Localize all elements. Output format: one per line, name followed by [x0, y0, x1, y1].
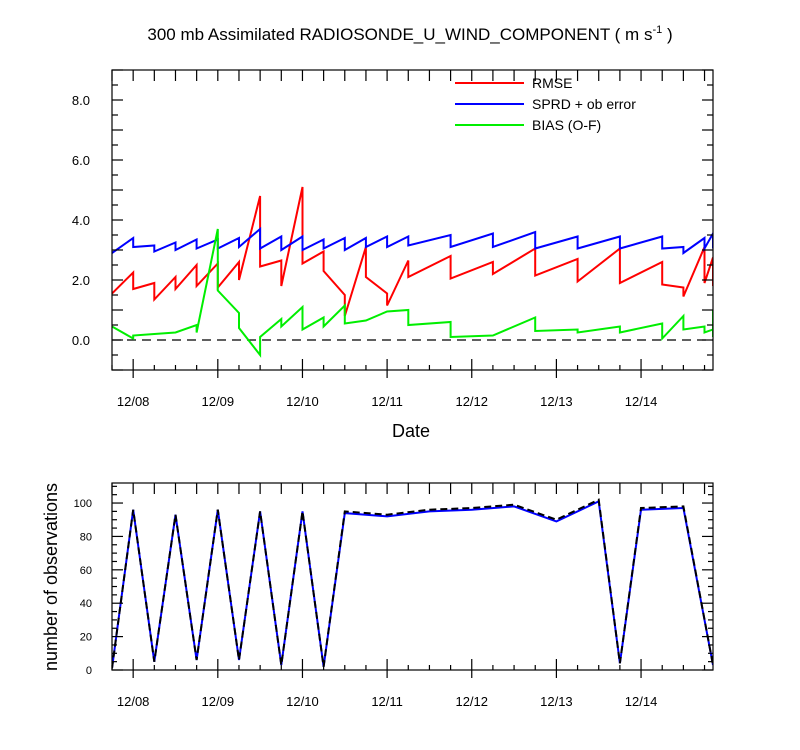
x-tick-label: 12/14 — [625, 394, 658, 409]
y-tick-label: 60 — [80, 565, 92, 577]
observations-line — [112, 499, 713, 669]
bottom-ticks-group: 12/08 12/09 12/10 12/11 12/12 12/13 12/14 0 20 40… — [74, 483, 713, 709]
bottom-series-group — [112, 498, 713, 669]
chart-title-main: 300 mb Assimilated RADIOSONDE_U_WIND_COM… — [147, 25, 652, 44]
y-tick-label: 80 — [80, 531, 92, 543]
y-tick-label: 100 — [74, 498, 92, 510]
y-tick-label: 2.0 — [72, 273, 90, 288]
x-tick-label: 12/13 — [540, 694, 573, 709]
x-tick-label: 12/14 — [625, 694, 658, 709]
bottom-plot-frame — [111, 482, 714, 671]
y-axis-title-observations: number of observations — [41, 483, 61, 671]
y-tick-label: 0.0 — [72, 333, 90, 348]
chart-title-end: ) — [662, 25, 672, 44]
top-series-group — [112, 186, 713, 358]
y-tick-label: 8.0 — [72, 93, 90, 108]
series-line-sprd-ob-error — [112, 226, 713, 255]
y-tick-label: 40 — [80, 598, 92, 610]
legend: RMSE SPRD + ob error BIAS (O-F) — [455, 75, 636, 133]
x-tick-label: 12/12 — [455, 694, 488, 709]
x-axis-title: Date — [392, 421, 430, 441]
chart-title: 300 mb Assimilated RADIOSONDE_U_WIND_COM… — [147, 24, 672, 44]
y-tick-label: 0 — [86, 665, 92, 677]
series-line-bias-o-f — [112, 228, 713, 358]
observations-line-dashed — [112, 498, 713, 669]
chart-title-superscript: -1 — [652, 24, 662, 36]
y-tick-label: 6.0 — [72, 153, 90, 168]
y-tick-label: 4.0 — [72, 213, 90, 228]
top-ticks-group: 12/08 12/09 12/10 12/11 12/12 12/13 12/14 0.0 2.… — [72, 69, 713, 409]
x-tick-label: 12/09 — [202, 394, 235, 409]
legend-label: RMSE — [532, 75, 572, 91]
x-tick-label: 12/09 — [202, 694, 235, 709]
x-tick-label: 12/12 — [455, 394, 488, 409]
legend-label: BIAS (O-F) — [532, 117, 601, 133]
x-tick-label: 12/08 — [117, 394, 150, 409]
x-tick-label: 12/10 — [286, 694, 319, 709]
x-tick-label: 12/13 — [540, 394, 573, 409]
x-tick-label: 12/11 — [371, 694, 403, 709]
legend-label: SPRD + ob error — [532, 96, 636, 112]
x-tick-label: 12/10 — [286, 394, 319, 409]
x-tick-label: 12/11 — [371, 394, 403, 409]
y-tick-label: 20 — [80, 632, 92, 644]
x-tick-label: 12/08 — [117, 694, 150, 709]
series-line-rmse — [112, 186, 713, 317]
